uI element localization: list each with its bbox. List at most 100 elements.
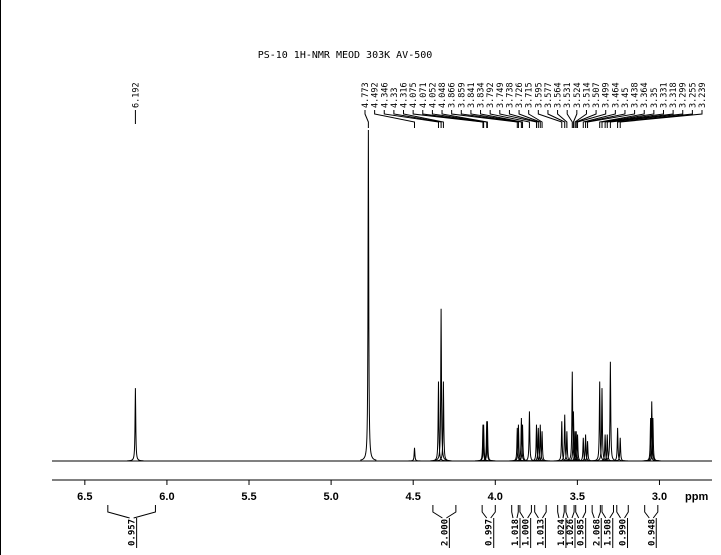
- peak-label: 3.738: [505, 82, 515, 108]
- peak-label: 3.364: [640, 82, 650, 108]
- peak-label: 3.507: [592, 82, 602, 108]
- integral-label: 1.018: [511, 519, 521, 546]
- integral-bracket: [644, 505, 659, 519]
- peak-label: 3.859: [457, 82, 467, 108]
- peak-leader: [577, 110, 607, 128]
- integral-bracket: [432, 505, 457, 519]
- peak-label: 3.726: [515, 82, 525, 108]
- integral-bracket: [534, 505, 547, 519]
- peak-label: 6.192: [131, 82, 141, 108]
- peak: [479, 421, 496, 462]
- peak-label: 3.792: [486, 82, 496, 108]
- peak: [532, 424, 549, 462]
- peak: [534, 431, 551, 462]
- peak-label: 4.075: [409, 82, 419, 108]
- integral-label: 1.000: [522, 519, 532, 546]
- peak: [530, 427, 547, 462]
- peak: [360, 129, 377, 461]
- peak: [406, 447, 423, 462]
- x-tick-label: 3.0: [652, 491, 667, 503]
- peak: [514, 424, 531, 462]
- peak-label: 3.464: [611, 82, 621, 108]
- peak: [577, 434, 594, 462]
- peak-label: 4.052: [428, 82, 438, 108]
- x-tick-label: 5.0: [323, 491, 338, 503]
- peak-label: 4.048: [438, 82, 448, 108]
- peak-label: 3.749: [496, 82, 506, 108]
- peak-leader: [499, 110, 537, 128]
- peak-leader: [537, 110, 563, 128]
- integral-label: 0.985: [577, 519, 587, 546]
- peak-label: 3.577: [544, 82, 554, 108]
- peak-label: 4.316: [400, 82, 410, 108]
- peak-leader: [606, 110, 674, 128]
- integral-bracket: [575, 505, 587, 519]
- peak-leader: [599, 110, 645, 128]
- integral-bracket: [519, 505, 532, 519]
- peak-leader: [587, 110, 636, 128]
- peak-label: 3.239: [698, 82, 708, 108]
- peak-leader: [393, 110, 442, 128]
- peak-label: 4.773: [361, 82, 371, 108]
- integral-bracket: [107, 505, 156, 519]
- peak: [612, 437, 629, 462]
- peak-leader: [441, 110, 488, 128]
- peak: [127, 388, 144, 462]
- peak-leader: [383, 110, 439, 128]
- integral-label: 1.024: [557, 518, 567, 546]
- x-tick-label: 6.0: [159, 491, 174, 503]
- peak-leader: [412, 110, 484, 128]
- chart-title: PS-10 1H-NMR MEOD 303K AV-500: [258, 50, 433, 61]
- peak: [644, 417, 661, 462]
- peak-label: 4.071: [419, 82, 429, 108]
- peak-label: 3.35: [650, 88, 660, 108]
- peak-leader: [403, 110, 444, 128]
- integral-label: 0.948: [647, 519, 657, 546]
- x-axis-label: ppm: [685, 491, 708, 503]
- x-tick-label: 3.5: [570, 491, 585, 503]
- x-tick-label: 4.5: [406, 491, 421, 503]
- peak-label: 3.299: [679, 82, 689, 108]
- peak-leader: [528, 110, 543, 128]
- integral-label: 0.957: [128, 519, 138, 546]
- peak-label: 3.331: [659, 82, 669, 108]
- peak-leader: [364, 110, 369, 128]
- peak-leader: [574, 110, 587, 128]
- integral-label: 1.508: [604, 519, 614, 546]
- peak-leader: [557, 110, 568, 128]
- peak-label: 3.255: [688, 82, 698, 108]
- integral-bracket: [565, 505, 575, 519]
- peak-label: 3.438: [631, 82, 641, 108]
- peak-label: 3.524: [573, 82, 583, 108]
- peak-leader: [582, 110, 616, 128]
- peak-label: 3.499: [602, 82, 612, 108]
- integral-label: 1.026: [566, 519, 576, 546]
- peak-leader: [422, 110, 485, 128]
- integral-bracket: [511, 505, 519, 519]
- peak-leader: [431, 110, 488, 128]
- peak-label: 3.834: [477, 82, 487, 108]
- peak-label: 3.595: [534, 82, 544, 108]
- peak-leader: [604, 110, 664, 128]
- peak-label: 4.33: [390, 88, 400, 108]
- peak-label: 3.866: [448, 82, 458, 108]
- peak-label: 3.514: [582, 82, 592, 108]
- integral-bracket: [591, 505, 601, 519]
- peak-leader: [480, 110, 524, 128]
- peak-label: 3.564: [554, 82, 564, 108]
- peak-leader: [572, 110, 578, 128]
- peak-label: 4.346: [380, 82, 390, 108]
- integral-bracket: [601, 505, 614, 519]
- peak: [435, 381, 452, 462]
- peak-leader: [575, 110, 597, 128]
- x-tick-label: 6.5: [77, 491, 92, 503]
- peak-leader: [470, 110, 522, 128]
- peak: [556, 414, 573, 462]
- peak-leader: [508, 110, 539, 128]
- peak: [433, 308, 450, 462]
- peak: [475, 424, 492, 462]
- peak-leader: [617, 110, 693, 128]
- peak-label: 3.715: [525, 82, 535, 108]
- peak-label: 3.318: [669, 82, 679, 108]
